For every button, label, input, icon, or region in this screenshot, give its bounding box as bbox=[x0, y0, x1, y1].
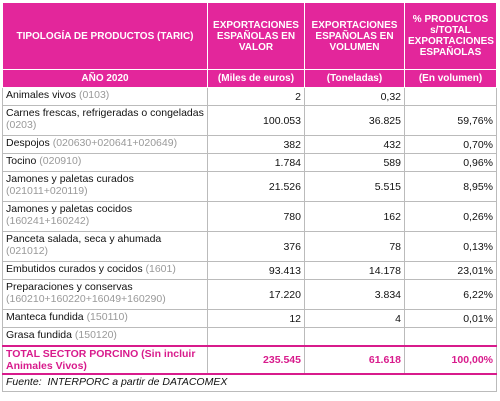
value-cell: 0,96% bbox=[404, 153, 497, 172]
value-cell: 93.413 bbox=[207, 261, 305, 280]
value-cell bbox=[207, 327, 305, 347]
value-cell: 589 bbox=[304, 153, 405, 172]
source-row: Fuente: INTERPORC a partir de DATACOMEX bbox=[2, 373, 497, 392]
data-row: Jamones y paletas curados (021011+020119… bbox=[2, 171, 497, 202]
product-cell: Despojos (020630+020641+020649) bbox=[2, 135, 208, 154]
header-cell: % PRODUCTOS s/TOTAL EXPORTACIONES ESPAÑO… bbox=[404, 2, 497, 70]
product-cell: Panceta salada, seca y ahumada (021012) bbox=[2, 231, 208, 262]
data-row: Jamones y paletas cocidos (160241+160242… bbox=[2, 201, 497, 232]
value-cell: 17.220 bbox=[207, 279, 305, 310]
product-name: Grasa fundida bbox=[6, 329, 72, 341]
product-cell: Tocino (020910) bbox=[2, 153, 208, 172]
header-row: TIPOLOGÍA DE PRODUCTOS (TARIC) EXPORTACIO… bbox=[2, 2, 497, 70]
data-row: Preparaciones y conservas (160210+160220… bbox=[2, 279, 497, 310]
product-code: (150110) bbox=[86, 311, 128, 323]
product-cell: Embutidos curados y cocidos (1601) bbox=[2, 261, 208, 280]
data-row: Animales vivos (0103) 2 0,32 bbox=[2, 87, 497, 106]
value-cell: 780 bbox=[207, 201, 305, 232]
value-cell: 0,13% bbox=[404, 231, 497, 262]
data-row: Carnes frescas, refrigeradas o congelada… bbox=[2, 105, 497, 136]
product-code: (150120) bbox=[74, 329, 117, 341]
value-cell: 78 bbox=[304, 231, 405, 262]
value-cell: 5.515 bbox=[304, 171, 405, 202]
product-code: (020910) bbox=[39, 155, 82, 167]
value-cell: 14.178 bbox=[304, 261, 405, 280]
product-cell: Animales vivos (0103) bbox=[2, 87, 208, 106]
value-cell: 376 bbox=[207, 231, 305, 262]
data-row: Tocino (020910) 1.784 589 0,96% bbox=[2, 153, 497, 172]
total-label: TOTAL SECTOR PORCINO (Sin incluir Animal… bbox=[2, 345, 208, 375]
header-cell: EXPORTACIONES ESPAÑOLAS EN VALOR bbox=[207, 2, 305, 70]
source: Fuente: INTERPORC a partir de DATACOMEX bbox=[2, 373, 497, 392]
value-cell: 100.053 bbox=[207, 105, 305, 136]
value-cell bbox=[304, 327, 405, 347]
value-cell bbox=[404, 327, 497, 347]
header-cell: EXPORTACIONES ESPAÑOLAS EN VOLUMEN bbox=[304, 2, 405, 70]
product-code: (021011+020119) bbox=[6, 185, 88, 197]
product-code: (160210+160220+16049+160290) bbox=[6, 293, 166, 305]
product-code: (0203) bbox=[6, 119, 37, 131]
total-value: 100,00% bbox=[404, 345, 497, 375]
value-cell: 2 bbox=[207, 87, 305, 106]
total-value: 61.618 bbox=[304, 345, 405, 375]
product-cell: Jamones y paletas cocidos (160241+160242… bbox=[2, 201, 208, 232]
subheader-cell: (Miles de euros) bbox=[207, 69, 305, 88]
subheader-cell: (En volumen) bbox=[404, 69, 497, 88]
table: TIPOLOGÍA DE PRODUCTOS (TARIC) EXPORTACIO… bbox=[2, 2, 497, 392]
data-row: Despojos (020630+020641+020649) 382 432 0,7… bbox=[2, 135, 497, 154]
value-cell: 6,22% bbox=[404, 279, 497, 310]
value-cell: 4 bbox=[304, 309, 405, 328]
value-cell: 3.834 bbox=[304, 279, 405, 310]
value-cell: 21.526 bbox=[207, 171, 305, 202]
value-cell: 8,95% bbox=[404, 171, 497, 202]
subheader-cell: AÑO 2020 bbox=[2, 69, 208, 88]
total-value: 235.545 bbox=[207, 345, 305, 375]
subheader-cell: (Toneladas) bbox=[304, 69, 405, 88]
product-name: Tocino bbox=[6, 155, 37, 167]
product-code: (021012) bbox=[6, 245, 49, 257]
product-name: Jamones y paletas cocidos bbox=[6, 203, 133, 215]
data-row: Manteca fundida (150110) 12 4 0,01% bbox=[2, 309, 497, 328]
product-name: Carnes frescas, refrigeradas o congelada… bbox=[6, 107, 204, 119]
total-row: TOTAL SECTOR PORCINO (Sin incluir Animal… bbox=[2, 345, 497, 375]
product-name: Manteca fundida bbox=[6, 311, 84, 323]
data-row: Panceta salada, seca y ahumada (021012) 3… bbox=[2, 231, 497, 262]
product-cell: Grasa fundida (150120) bbox=[2, 327, 208, 347]
product-name: Despojos bbox=[6, 137, 50, 149]
product-code: (020630+020641+020649) bbox=[52, 137, 178, 149]
value-cell: 0,26% bbox=[404, 201, 497, 232]
product-cell: Manteca fundida (150110) bbox=[2, 309, 208, 328]
product-code: (0103) bbox=[78, 89, 110, 101]
value-cell: 432 bbox=[304, 135, 405, 154]
value-cell: 0,32 bbox=[304, 87, 405, 106]
product-name: Animales vivos bbox=[6, 89, 77, 101]
value-cell: 1.784 bbox=[207, 153, 305, 172]
subheader-row: AÑO 2020 (Miles de euros) (Toneladas) (En v… bbox=[2, 69, 497, 88]
header-cell: TIPOLOGÍA DE PRODUCTOS (TARIC) bbox=[2, 2, 208, 70]
value-cell bbox=[404, 87, 497, 106]
data-row: Grasa fundida (150120) bbox=[2, 327, 497, 347]
value-cell: 0,01% bbox=[404, 309, 497, 328]
value-cell: 0,70% bbox=[404, 135, 497, 154]
product-name: Panceta salada, seca y ahumada bbox=[6, 233, 162, 245]
product-name: Preparaciones y conservas bbox=[6, 281, 133, 293]
product-code: (160241+160242) bbox=[6, 215, 90, 227]
product-cell: Jamones y paletas curados (021011+020119… bbox=[2, 171, 208, 202]
product-name: Embutidos curados y cocidos bbox=[6, 263, 143, 275]
value-cell: 23,01% bbox=[404, 261, 497, 280]
value-cell: 12 bbox=[207, 309, 305, 328]
product-name: Jamones y paletas curados bbox=[6, 173, 134, 185]
value-cell: 162 bbox=[304, 201, 405, 232]
product-code: (1601) bbox=[145, 263, 176, 275]
product-cell: Preparaciones y conservas (160210+160220… bbox=[2, 279, 208, 310]
value-cell: 382 bbox=[207, 135, 305, 154]
data-row: Embutidos curados y cocidos (1601) 93.413… bbox=[2, 261, 497, 280]
product-cell: Carnes frescas, refrigeradas o congelada… bbox=[2, 105, 208, 136]
value-cell: 36.825 bbox=[304, 105, 405, 136]
value-cell: 59,76% bbox=[404, 105, 497, 136]
table-body: TIPOLOGÍA DE PRODUCTOS (TARIC) EXPORTACIO… bbox=[2, 2, 497, 392]
